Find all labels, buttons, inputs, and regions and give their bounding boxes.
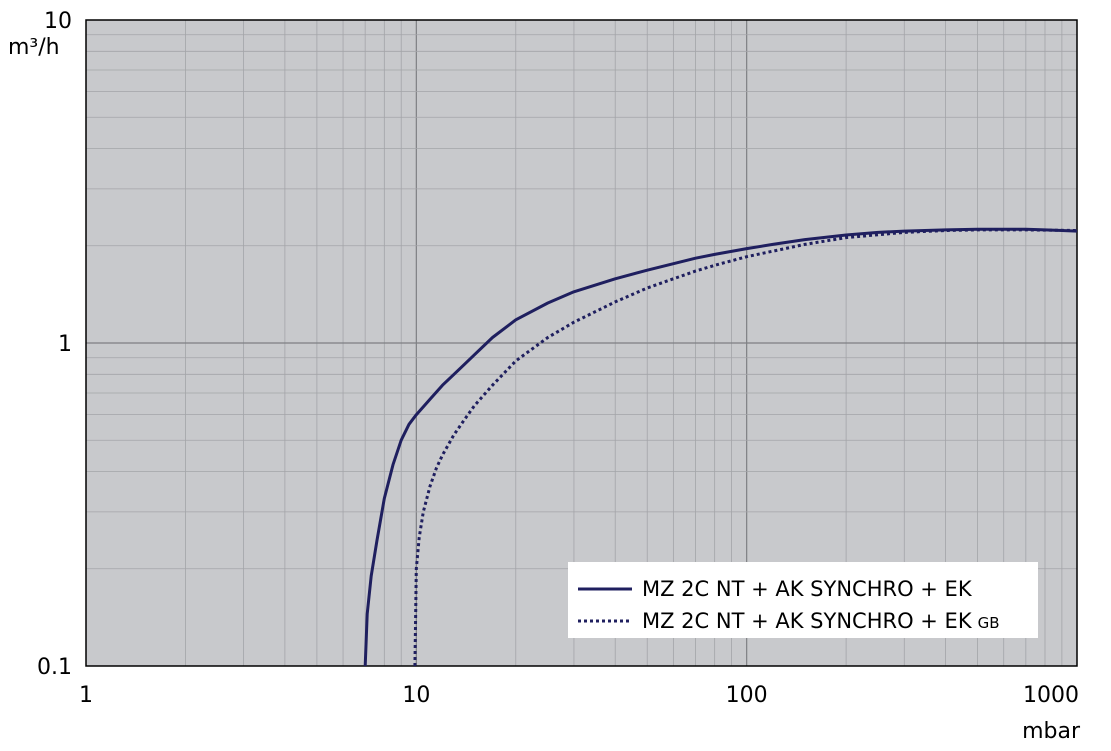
y-tick-label: 10 [44,9,72,34]
x-tick-label: 100 [726,683,768,708]
y-axis-unit: m³/h [8,35,60,60]
x-tick-label: 1 [79,683,93,708]
legend-label: MZ 2C NT + AK SYNCHRO + EK GB [642,609,1000,633]
tick-labels: 1 10 100 1000 0.1 1 10 [37,9,1079,708]
series-line-dotted [413,228,1078,667]
plot-border [85,19,1078,667]
x-axis-unit: mbar [1022,719,1081,744]
grid [86,20,1077,666]
legend-box [568,562,1038,638]
legend-label: MZ 2C NT + AK SYNCHRO + EK [642,577,973,601]
y-tick-label: 1 [58,332,72,357]
x-tick-label: 10 [402,683,430,708]
legend: MZ 2C NT + AK SYNCHRO + EK MZ 2C NT + AK… [568,562,1038,638]
series-layer [363,227,1078,667]
y-tick-label: 0.1 [37,655,72,680]
legend-label-suffix: GB [978,614,1000,632]
legend-label-main: MZ 2C NT + AK SYNCHRO + EK [642,609,973,633]
series-line-solid [363,227,1078,667]
x-tick-label: 1000 [1023,683,1079,708]
